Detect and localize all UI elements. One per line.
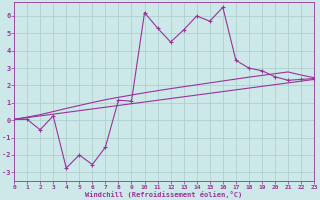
- X-axis label: Windchill (Refroidissement éolien,°C): Windchill (Refroidissement éolien,°C): [85, 191, 243, 198]
